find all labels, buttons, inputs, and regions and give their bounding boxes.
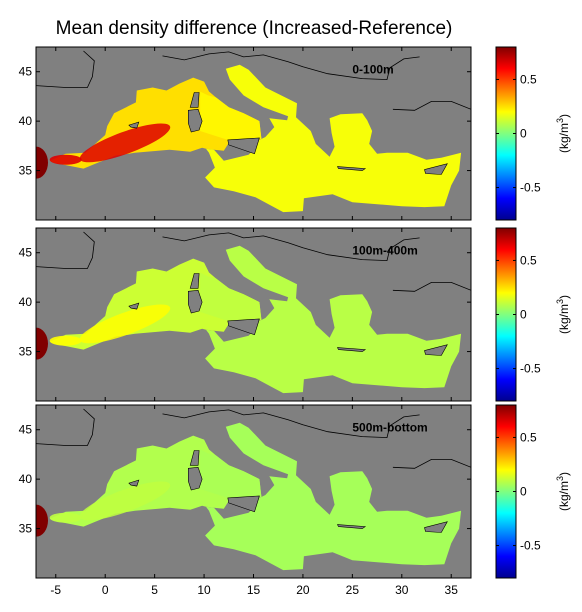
map-panel: 45 40 35 500m-bottom xyxy=(19,404,472,579)
island xyxy=(189,273,200,289)
island xyxy=(188,289,203,314)
map-panel: 45 40 35 0-100m xyxy=(19,46,472,221)
island xyxy=(128,121,140,129)
y-tick-label: 40 xyxy=(19,295,33,309)
colorbar: 0.5 0 -0.5 (kg/m3) xyxy=(495,46,571,221)
y-tick-label: 45 xyxy=(19,246,33,260)
y-tick-label: 35 xyxy=(19,345,33,359)
depth-label: 100m-400m xyxy=(352,244,417,258)
coastline xyxy=(392,101,471,111)
x-tick-label: 10 xyxy=(197,583,211,597)
tyrrhenian-field xyxy=(200,91,262,140)
colorbar-tick-label: 0 xyxy=(520,485,527,499)
colorbar-tick-label: 0 xyxy=(520,308,527,322)
colorbar-tick-label: 0.5 xyxy=(520,72,537,86)
y-tick-label: 45 xyxy=(19,65,33,79)
x-tick-label: 5 xyxy=(151,583,158,597)
coastline xyxy=(36,408,95,446)
coastline xyxy=(392,282,471,292)
colorbar-tick-label: 0.5 xyxy=(520,253,537,267)
island xyxy=(336,166,367,171)
island xyxy=(189,92,200,108)
colorbar-tick-label: 0 xyxy=(520,127,527,141)
island xyxy=(227,318,260,336)
island xyxy=(336,524,367,529)
island xyxy=(128,302,140,310)
island xyxy=(188,108,203,133)
island xyxy=(188,466,203,491)
island xyxy=(189,450,200,466)
depth-label: 500m-bottom xyxy=(352,421,427,435)
y-tick-label: 45 xyxy=(19,423,33,437)
alboran-maximum xyxy=(49,512,82,523)
colorbar-unit-label: (kg/m3) xyxy=(555,114,571,153)
coastline xyxy=(162,51,420,81)
eastern-basin-field xyxy=(205,64,462,213)
tyrrhenian-field xyxy=(200,449,262,498)
x-tick-label: 25 xyxy=(346,583,360,597)
colorbar: 0.5 0 -0.5 (kg/m3) xyxy=(495,227,571,402)
map-panel: 45 40 35 100m-400m xyxy=(19,227,472,402)
colorbar-unit-label: (kg/m3) xyxy=(555,295,571,334)
density-maximum xyxy=(79,304,171,344)
coastline xyxy=(162,409,420,439)
depth-label: 0-100m xyxy=(352,63,393,77)
y-tick-label: 35 xyxy=(19,522,33,536)
density-maximum xyxy=(79,481,171,521)
island xyxy=(128,479,140,487)
eastern-basin-field xyxy=(205,422,462,571)
colorbar-tick-label: -0.5 xyxy=(520,362,541,376)
colorbar-tick-label: 0.5 xyxy=(520,430,537,444)
x-tick-label: 20 xyxy=(296,583,310,597)
colorbar-tick-label: -0.5 xyxy=(520,181,541,195)
island xyxy=(424,344,448,356)
x-tick-label: 15 xyxy=(247,583,261,597)
coastline xyxy=(392,459,471,469)
coastline xyxy=(162,232,420,262)
tyrrhenian-field xyxy=(200,272,262,321)
eastern-basin-field xyxy=(205,245,462,394)
colorbar-unit-label: (kg/m3) xyxy=(555,472,571,511)
alboran-maximum xyxy=(49,154,82,165)
coastline xyxy=(36,231,95,269)
x-tick-label: 30 xyxy=(395,583,409,597)
y-tick-label: 40 xyxy=(19,472,33,486)
colorbar: 0.5 0 -0.5 (kg/m3) xyxy=(495,404,571,579)
island xyxy=(227,495,260,513)
alboran-maximum xyxy=(49,335,82,346)
x-tick-label: -5 xyxy=(50,583,61,597)
x-tick-label: 35 xyxy=(445,583,459,597)
island xyxy=(424,163,448,175)
island xyxy=(336,347,367,352)
colorbar-tick-label: -0.5 xyxy=(520,539,541,553)
island xyxy=(227,137,260,155)
y-tick-label: 35 xyxy=(19,164,33,178)
coastline xyxy=(36,50,95,88)
density-maximum xyxy=(79,123,171,163)
chart-title: Mean density difference (Increased-Refer… xyxy=(55,18,453,39)
y-tick-label: 40 xyxy=(19,114,33,128)
x-tick-label: 0 xyxy=(102,583,109,597)
island xyxy=(424,521,448,533)
